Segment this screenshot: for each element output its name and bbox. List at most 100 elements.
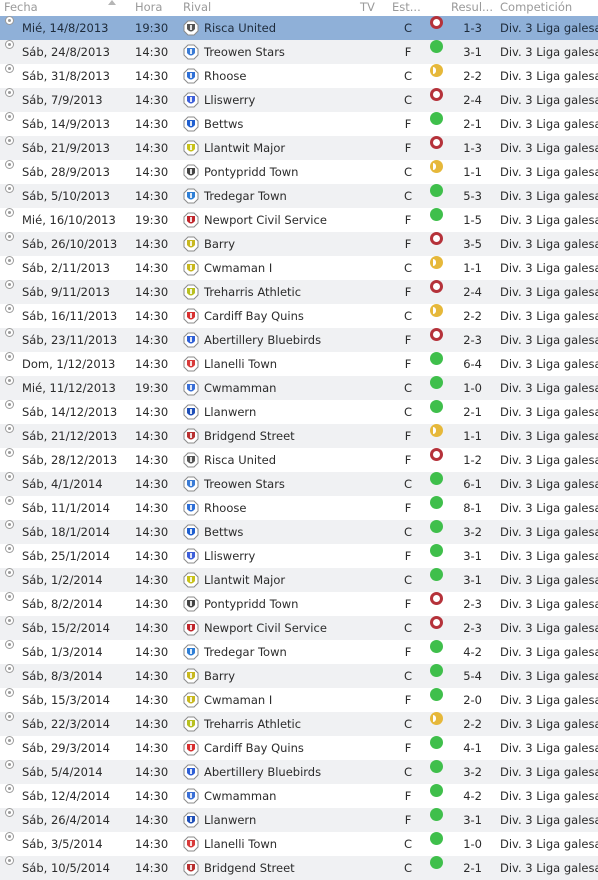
column-header-time[interactable]: Hora (135, 0, 163, 14)
rival-name[interactable]: Cardiff Bay Quins (204, 741, 304, 755)
match-score[interactable]: 1-0 (463, 837, 482, 851)
competition-name[interactable]: Div. 3 Liga galesa (500, 789, 598, 803)
competition-name[interactable]: Div. 3 Liga galesa (500, 741, 598, 755)
match-score[interactable]: 1-3 (463, 141, 482, 155)
row-select-radio[interactable] (5, 736, 14, 745)
match-score[interactable]: 3-1 (463, 813, 482, 827)
row-select-radio[interactable] (5, 64, 14, 73)
row-select-radio[interactable] (5, 256, 14, 265)
competition-name[interactable]: Div. 3 Liga galesa (500, 813, 598, 827)
match-score[interactable]: 1-2 (463, 453, 482, 467)
rival-name[interactable]: Barry (204, 237, 235, 251)
rival-name[interactable]: Bridgend Street (204, 429, 295, 443)
table-row[interactable]: Sáb, 4/1/2014 14:30 Treowen Stars C 6-1 Div. … (0, 472, 598, 496)
competition-name[interactable]: Div. 3 Liga galesa (500, 717, 598, 731)
match-score[interactable]: 2-2 (463, 717, 482, 731)
rival-name[interactable]: Llanwern (204, 813, 257, 827)
rival-name[interactable]: Pontypridd Town (204, 165, 299, 179)
match-score[interactable]: 3-2 (463, 765, 482, 779)
rival-name[interactable]: Rhoose (204, 501, 247, 515)
match-score[interactable]: 1-1 (463, 165, 482, 179)
table-row[interactable]: Sáb, 28/12/2013 14:30 Risca United F 1-2 Div.… (0, 448, 598, 472)
table-row[interactable]: Sáb, 14/9/2013 14:30 Bettws F 2-1 Div. 3 Liga… (0, 112, 598, 136)
competition-name[interactable]: Div. 3 Liga galesa (500, 141, 598, 155)
rival-name[interactable]: Llanwern (204, 405, 257, 419)
table-row[interactable]: Sáb, 11/1/2014 14:30 Rhoose F 8-1 Div. 3 Liga… (0, 496, 598, 520)
row-select-radio[interactable] (5, 520, 14, 529)
table-row[interactable]: Dom, 1/12/2013 14:30 Llanelli Town F 6-4 Div.… (0, 352, 598, 376)
row-select-radio[interactable] (5, 784, 14, 793)
match-score[interactable]: 6-4 (463, 357, 482, 371)
table-row[interactable]: Sáb, 8/3/2014 14:30 Barry C 5-4 Div. 3 Liga g… (0, 664, 598, 688)
match-score[interactable]: 2-4 (463, 285, 482, 299)
table-row[interactable]: Sáb, 18/1/2014 14:30 Bettws C 3-2 Div. 3 Liga… (0, 520, 598, 544)
table-row[interactable]: Sáb, 29/3/2014 14:30 Cardiff Bay Quins F 4-1… (0, 736, 598, 760)
table-row[interactable]: Mié, 14/8/2013 19:30 Risca United C 1-3 Div. … (0, 16, 598, 40)
table-row[interactable]: Sáb, 15/3/2014 14:30 Cwmaman I F 2-0 Div. 3 L… (0, 688, 598, 712)
competition-name[interactable]: Div. 3 Liga galesa (500, 165, 598, 179)
row-select-radio[interactable] (5, 40, 14, 49)
rival-name[interactable]: Bettws (204, 525, 244, 539)
sort-ascending-icon[interactable] (108, 0, 116, 5)
row-select-radio[interactable] (5, 688, 14, 697)
competition-name[interactable]: Div. 3 Liga galesa (500, 573, 598, 587)
competition-name[interactable]: Div. 3 Liga galesa (500, 45, 598, 59)
rival-name[interactable]: Bettws (204, 117, 244, 131)
table-row[interactable]: Sáb, 28/9/2013 14:30 Pontypridd Town C 1-1 Di… (0, 160, 598, 184)
match-score[interactable]: 3-1 (463, 573, 482, 587)
rival-name[interactable]: Cwmamman (204, 381, 277, 395)
rival-name[interactable]: Llanelli Town (204, 837, 278, 851)
table-row[interactable]: Sáb, 15/2/2014 14:30 Newport Civil Service… (0, 616, 598, 640)
match-score[interactable]: 6-1 (463, 477, 482, 491)
rival-name[interactable]: Llantwit Major (204, 573, 286, 587)
competition-name[interactable]: Div. 3 Liga galesa (500, 117, 598, 131)
competition-name[interactable]: Div. 3 Liga galesa (500, 525, 598, 539)
table-row[interactable]: Sáb, 26/4/2014 14:30 Llanwern F 3-1 Div. 3 Li… (0, 808, 598, 832)
row-select-radio[interactable] (5, 88, 14, 97)
row-select-radio[interactable] (5, 304, 14, 313)
match-score[interactable]: 5-3 (463, 189, 482, 203)
row-select-radio[interactable] (5, 664, 14, 673)
row-select-radio[interactable] (5, 160, 14, 169)
rival-name[interactable]: Pontypridd Town (204, 597, 299, 611)
table-row[interactable]: Sáb, 8/2/2014 14:30 Pontypridd Town F 2-3 Div… (0, 592, 598, 616)
competition-name[interactable]: Div. 3 Liga galesa (500, 69, 598, 83)
match-score[interactable]: 2-3 (463, 333, 482, 347)
match-score[interactable]: 2-3 (463, 621, 482, 635)
row-select-radio[interactable] (5, 496, 14, 505)
match-score[interactable]: 2-1 (463, 117, 482, 131)
row-select-radio[interactable] (5, 832, 14, 841)
row-select-radio[interactable] (5, 232, 14, 241)
table-row[interactable]: Mié, 16/10/2013 19:30 Newport Civil Servic… (0, 208, 598, 232)
row-select-radio[interactable] (5, 808, 14, 817)
match-score[interactable]: 2-1 (463, 861, 482, 875)
competition-name[interactable]: Div. 3 Liga galesa (500, 357, 598, 371)
row-select-radio[interactable] (5, 856, 14, 865)
rival-name[interactable]: Risca United (204, 453, 276, 467)
match-score[interactable]: 2-2 (463, 309, 482, 323)
competition-name[interactable]: Div. 3 Liga galesa (500, 309, 598, 323)
table-row[interactable]: Sáb, 25/1/2014 14:30 Lliswerry F 3-1 Div. 3 L… (0, 544, 598, 568)
competition-name[interactable]: Div. 3 Liga galesa (500, 765, 598, 779)
table-row[interactable]: Sáb, 26/10/2013 14:30 Barry F 3-5 Div. 3 Liga… (0, 232, 598, 256)
competition-name[interactable]: Div. 3 Liga galesa (500, 405, 598, 419)
competition-name[interactable]: Div. 3 Liga galesa (500, 93, 598, 107)
row-select-radio[interactable] (5, 592, 14, 601)
competition-name[interactable]: Div. 3 Liga galesa (500, 669, 598, 683)
rival-name[interactable]: Newport Civil Service (204, 213, 327, 227)
match-score[interactable]: 2-3 (463, 597, 482, 611)
table-row[interactable]: Sáb, 14/12/2013 14:30 Llanwern C 2-1 Div. 3 L… (0, 400, 598, 424)
rival-name[interactable]: Treowen Stars (204, 477, 285, 491)
row-select-radio[interactable] (5, 112, 14, 121)
column-header-rival[interactable]: Rival (183, 0, 212, 14)
competition-name[interactable]: Div. 3 Liga galesa (500, 621, 598, 635)
row-select-radio[interactable] (5, 544, 14, 553)
row-select-radio[interactable] (5, 376, 14, 385)
row-select-radio[interactable] (5, 328, 14, 337)
table-row[interactable]: Sáb, 12/4/2014 14:30 Cwmamman F 4-2 Div. 3 Li… (0, 784, 598, 808)
row-select-radio[interactable] (5, 640, 14, 649)
row-select-radio[interactable] (5, 16, 14, 25)
competition-name[interactable]: Div. 3 Liga galesa (500, 429, 598, 443)
competition-name[interactable]: Div. 3 Liga galesa (500, 285, 598, 299)
competition-name[interactable]: Div. 3 Liga galesa (500, 861, 598, 875)
